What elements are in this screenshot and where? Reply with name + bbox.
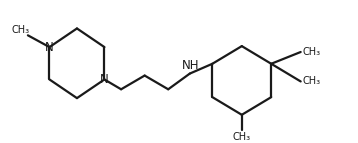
Text: N: N bbox=[100, 73, 109, 86]
Text: CH₃: CH₃ bbox=[303, 77, 320, 86]
Text: CH₃: CH₃ bbox=[12, 25, 30, 35]
Text: N: N bbox=[45, 41, 54, 54]
Text: CH₃: CH₃ bbox=[303, 47, 320, 57]
Text: CH₃: CH₃ bbox=[233, 132, 251, 142]
Text: NH: NH bbox=[182, 59, 199, 72]
